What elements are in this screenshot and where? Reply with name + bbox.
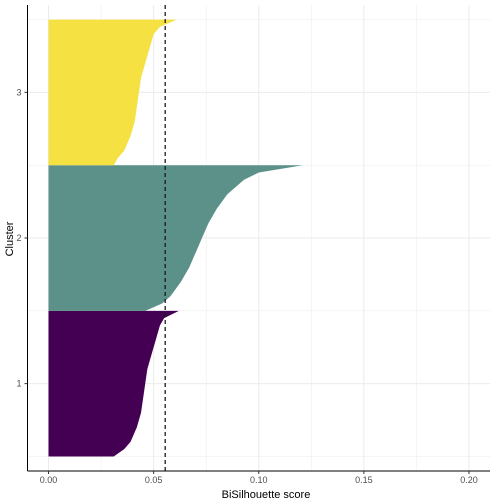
x-tick-label: 0.20 (460, 475, 478, 485)
x-tick-label: 0.10 (250, 475, 268, 485)
y-tick-label: 3 (16, 87, 21, 97)
y-tick-label: 1 (16, 379, 21, 389)
x-tick-label: 0.15 (355, 475, 373, 485)
cluster-2-silhouette (48, 165, 303, 311)
x-axis-title: BiSilhouette score (222, 489, 311, 501)
tick-labels: 0.00 0.05 0.10 0.15 0.20 1 2 3 (16, 87, 477, 485)
y-tick-label: 2 (16, 233, 21, 243)
y-axis-title: Cluster (4, 221, 16, 256)
cluster-areas (48, 19, 303, 457)
x-tick-label: 0.00 (40, 475, 58, 485)
cluster-1-silhouette (48, 310, 179, 457)
cluster-3-silhouette (48, 19, 177, 166)
x-tick-label: 0.05 (145, 475, 163, 485)
